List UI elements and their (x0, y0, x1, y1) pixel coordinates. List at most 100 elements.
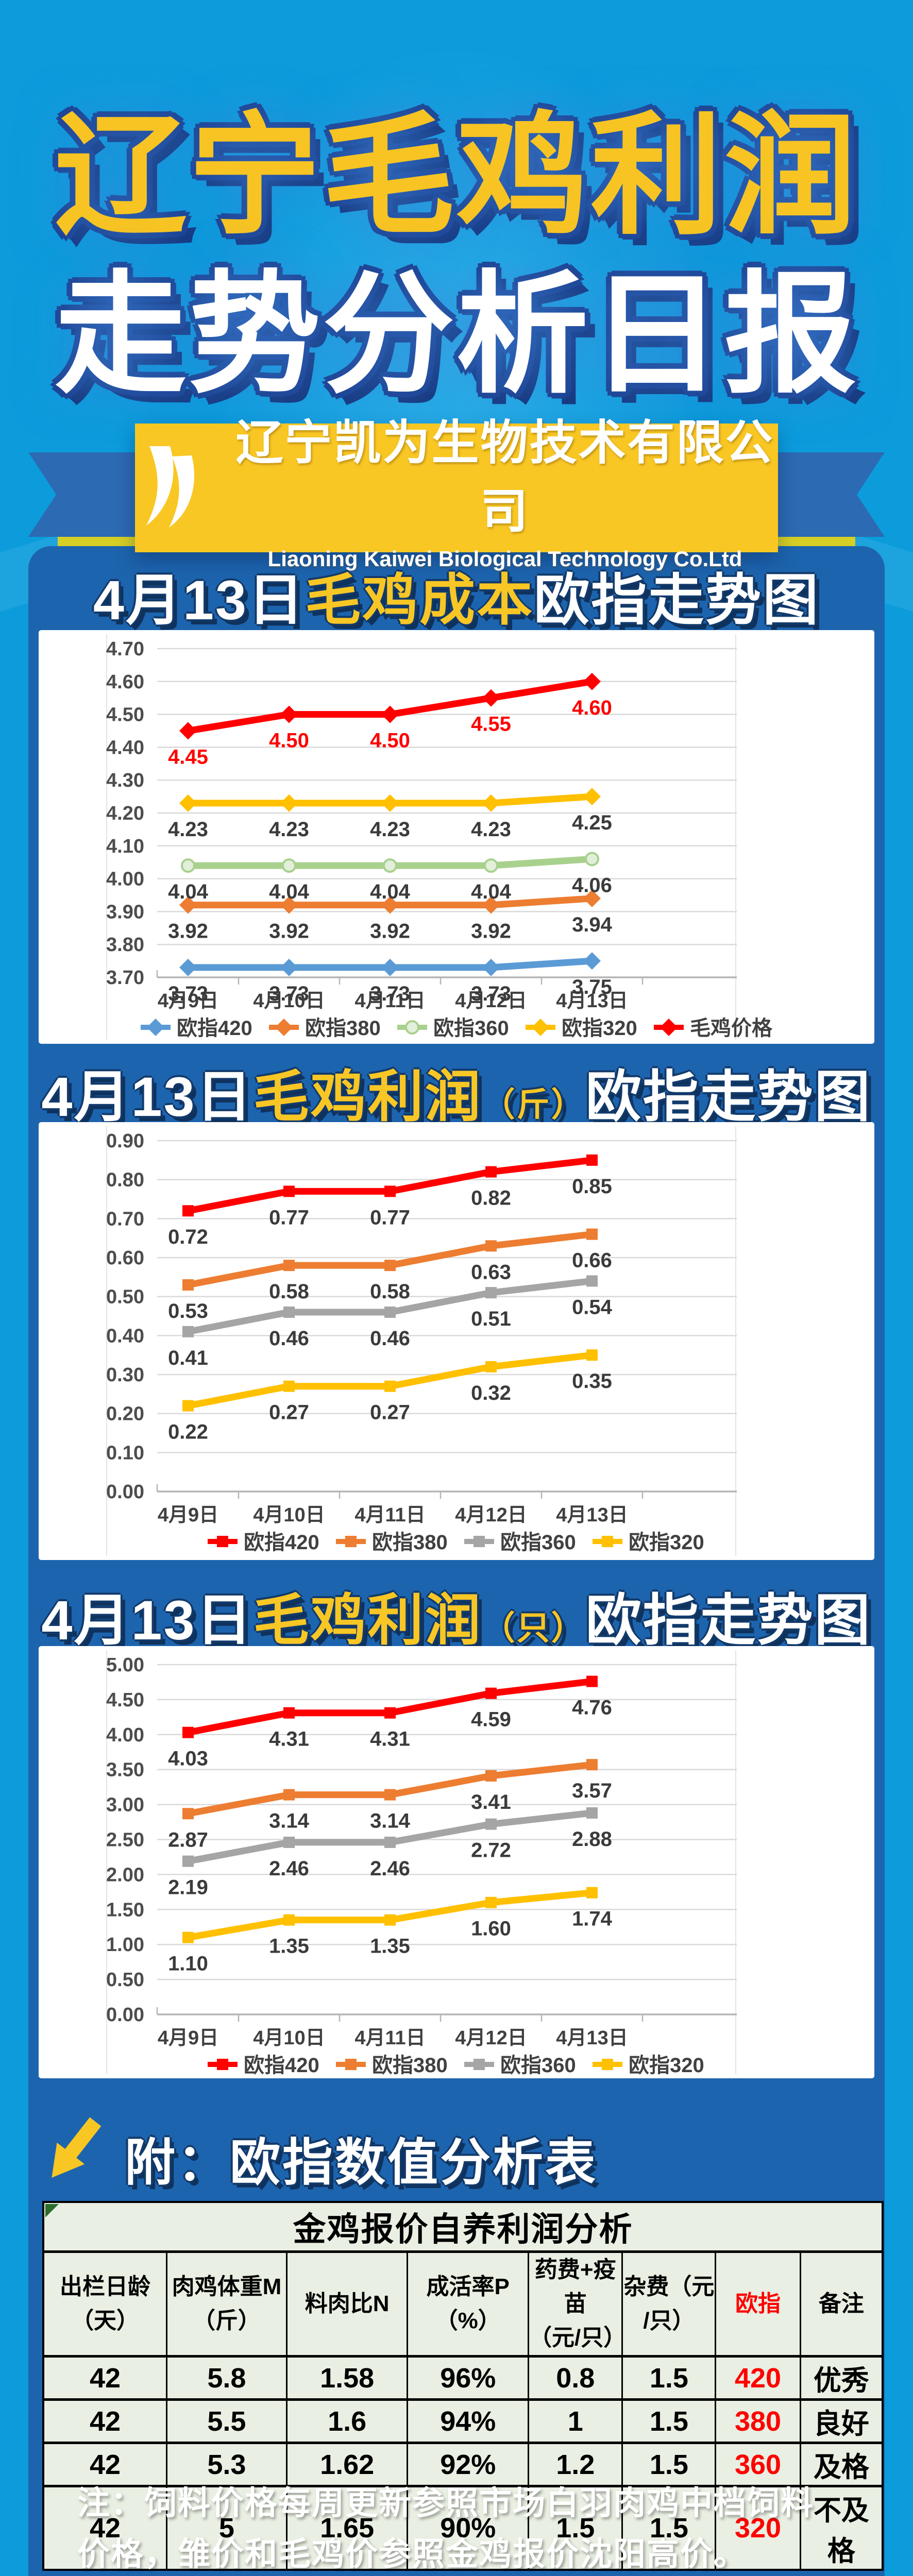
table-cell: 良好 (799, 2398, 884, 2444)
svg-text:4.23: 4.23 (168, 818, 208, 841)
svg-text:欧指360: 欧指360 (433, 1017, 509, 1040)
svg-text:4.03: 4.03 (168, 1748, 208, 1770)
svg-text:4.06: 4.06 (572, 874, 612, 896)
svg-text:1.35: 1.35 (370, 1935, 410, 1958)
svg-text:4月12日: 4月12日 (455, 1504, 527, 1526)
svg-text:0.27: 0.27 (269, 1401, 309, 1424)
table-column-header: 肉鸡体重M （斤） (165, 2250, 288, 2358)
svg-text:0.41: 0.41 (168, 1347, 208, 1369)
svg-text:0.54: 0.54 (572, 1296, 613, 1318)
table-cell: 90% (407, 2485, 530, 2571)
svg-text:3.92: 3.92 (370, 920, 410, 943)
svg-text:3.80: 3.80 (106, 934, 144, 956)
svg-text:2.72: 2.72 (471, 1839, 511, 1862)
svg-text:2.50: 2.50 (106, 1829, 144, 1851)
svg-text:0.77: 0.77 (370, 1206, 410, 1229)
svg-text:0.80: 0.80 (106, 1170, 144, 1191)
footnote: 注：饲料价格每周更新参照市场白羽肉鸡中档饲料 价格，雏价和毛鸡价参照金鸡报价沈阳… (77, 2478, 840, 2576)
table-cell: 1.5 (528, 2485, 623, 2571)
section-title-profit-bird: 4月13日毛鸡利润（只）欧指走势图 (0, 1575, 913, 1656)
footnote-line2: 价格，雏价和毛鸡价参照金鸡报价沈阳高价。 (77, 2536, 747, 2572)
svg-text:4月13日: 4月13日 (556, 1504, 628, 1526)
table-cell: 1.5 (621, 2485, 717, 2571)
svg-text:4.55: 4.55 (471, 713, 511, 736)
svg-text:0.46: 0.46 (269, 1327, 309, 1350)
table-cell: 1.5 (621, 2355, 717, 2400)
svg-text:0.00: 0.00 (106, 1481, 144, 1503)
svg-text:4.60: 4.60 (106, 671, 144, 693)
svg-text:2.87: 2.87 (168, 1828, 208, 1851)
svg-text:4.00: 4.00 (106, 1724, 144, 1746)
svg-text:3.41: 3.41 (471, 1791, 511, 1814)
section3-highlight: 毛鸡利润 (253, 1589, 482, 1651)
svg-text:0.72: 0.72 (168, 1226, 208, 1248)
svg-text:欧指380: 欧指380 (305, 1017, 381, 1040)
svg-text:欧指380: 欧指380 (372, 2054, 448, 2077)
table-cell: 1.6 (285, 2398, 409, 2444)
section2-highlight: 毛鸡利润 (253, 1065, 482, 1128)
svg-text:4.76: 4.76 (572, 1697, 612, 1719)
table-cell: 不及格 (799, 2485, 884, 2571)
svg-text:4.25: 4.25 (572, 811, 612, 834)
main-title-line1: 辽宁毛鸡利润 (54, 103, 858, 250)
company-name-cn: 辽宁凯为生物技术有限公司 (235, 417, 774, 538)
svg-text:0.50: 0.50 (106, 1286, 144, 1308)
svg-text:4.23: 4.23 (269, 818, 309, 841)
svg-text:4月9日: 4月9日 (158, 1504, 218, 1526)
table-column-header: 欧指 (715, 2250, 801, 2358)
table-cell: 1 (528, 2398, 623, 2444)
svg-text:1.35: 1.35 (269, 1935, 309, 1958)
table-cell: 420 (715, 2355, 801, 2400)
svg-text:0.58: 0.58 (269, 1280, 309, 1303)
section-title-profit-jin: 4月13日毛鸡利润（斤）欧指走势图 (0, 1052, 913, 1132)
appendix-header: 附：欧指数值分析表 (45, 2114, 598, 2195)
svg-text:4.04: 4.04 (370, 880, 411, 903)
table-title: 金鸡报价自养利润分析 (42, 2201, 884, 2252)
table-cell: 42 (42, 2442, 167, 2487)
svg-text:2.19: 2.19 (168, 1876, 208, 1899)
svg-text:4.45: 4.45 (168, 746, 208, 769)
svg-text:4.31: 4.31 (370, 1728, 410, 1751)
section2-prefix: 4月13日 (41, 1065, 253, 1128)
main-title-line2: 走势分析日报 (54, 261, 858, 409)
table-cell: 5 (165, 2485, 288, 2571)
profit-table: 金鸡报价自养利润分析 出栏日龄 （天） 肉鸡体重M （斤） 料肉比N 成活率P （%） 药费+疫… (42, 2201, 884, 2571)
svg-text:1.60: 1.60 (471, 1918, 511, 1940)
svg-text:0.53: 0.53 (168, 1300, 208, 1323)
svg-text:4.50: 4.50 (370, 730, 410, 752)
section2-unit: （斤） (482, 1086, 586, 1123)
footnote-line1: 注：饲料价格每周更新参照市场白羽肉鸡中档饲料 (77, 2485, 814, 2521)
section1-suffix: 欧指走势图 (534, 569, 820, 631)
table-cell: 1.65 (285, 2485, 409, 2571)
svg-text:3.57: 3.57 (572, 1780, 612, 1802)
table-cell: 1.58 (285, 2355, 409, 2400)
svg-text:0.00: 0.00 (106, 2004, 144, 2026)
svg-text:欧指360: 欧指360 (500, 2054, 576, 2077)
profit-per-bird-chart: 0.00 0.50 1.00 1.50 2.00 2.50 3.00 3.50 4.00 4.50… (39, 1646, 874, 2078)
svg-text:0.46: 0.46 (370, 1327, 410, 1350)
svg-text:0.35: 0.35 (572, 1370, 612, 1393)
svg-text:0.90: 0.90 (106, 1130, 144, 1152)
svg-text:4.59: 4.59 (471, 1708, 511, 1731)
arrow-icon (45, 2114, 102, 2194)
table-cell: 及格 (799, 2442, 884, 2487)
svg-text:4月13日: 4月13日 (556, 2027, 628, 2049)
svg-text:4.70: 4.70 (106, 638, 144, 660)
svg-text:2.00: 2.00 (106, 1864, 144, 1886)
svg-text:4.50: 4.50 (269, 730, 309, 752)
svg-text:0.27: 0.27 (370, 1401, 410, 1424)
svg-text:4月10日: 4月10日 (253, 2027, 325, 2049)
cost-trend-chart: 3.70 3.80 3.90 4.00 4.10 4.20 4.30 4.40 4.50 4.60… (39, 630, 874, 1044)
table-column-header: 料肉比N (285, 2250, 409, 2358)
svg-text:4月13日: 4月13日 (556, 990, 628, 1012)
svg-text:欧指320: 欧指320 (629, 1531, 704, 1554)
profit-per-jin-chart: 0.00 0.10 0.20 0.30 0.40 0.50 0.60 0.70 0.80 0.90… (39, 1122, 874, 1560)
svg-text:4.31: 4.31 (269, 1728, 309, 1751)
table-cell: 42 (42, 2485, 167, 2571)
svg-text:0.77: 0.77 (269, 1206, 309, 1229)
svg-text:4.23: 4.23 (370, 818, 410, 841)
svg-text:0.63: 0.63 (471, 1261, 511, 1283)
section3-prefix: 4月13日 (41, 1589, 253, 1651)
table-cell: 优秀 (799, 2355, 884, 2400)
